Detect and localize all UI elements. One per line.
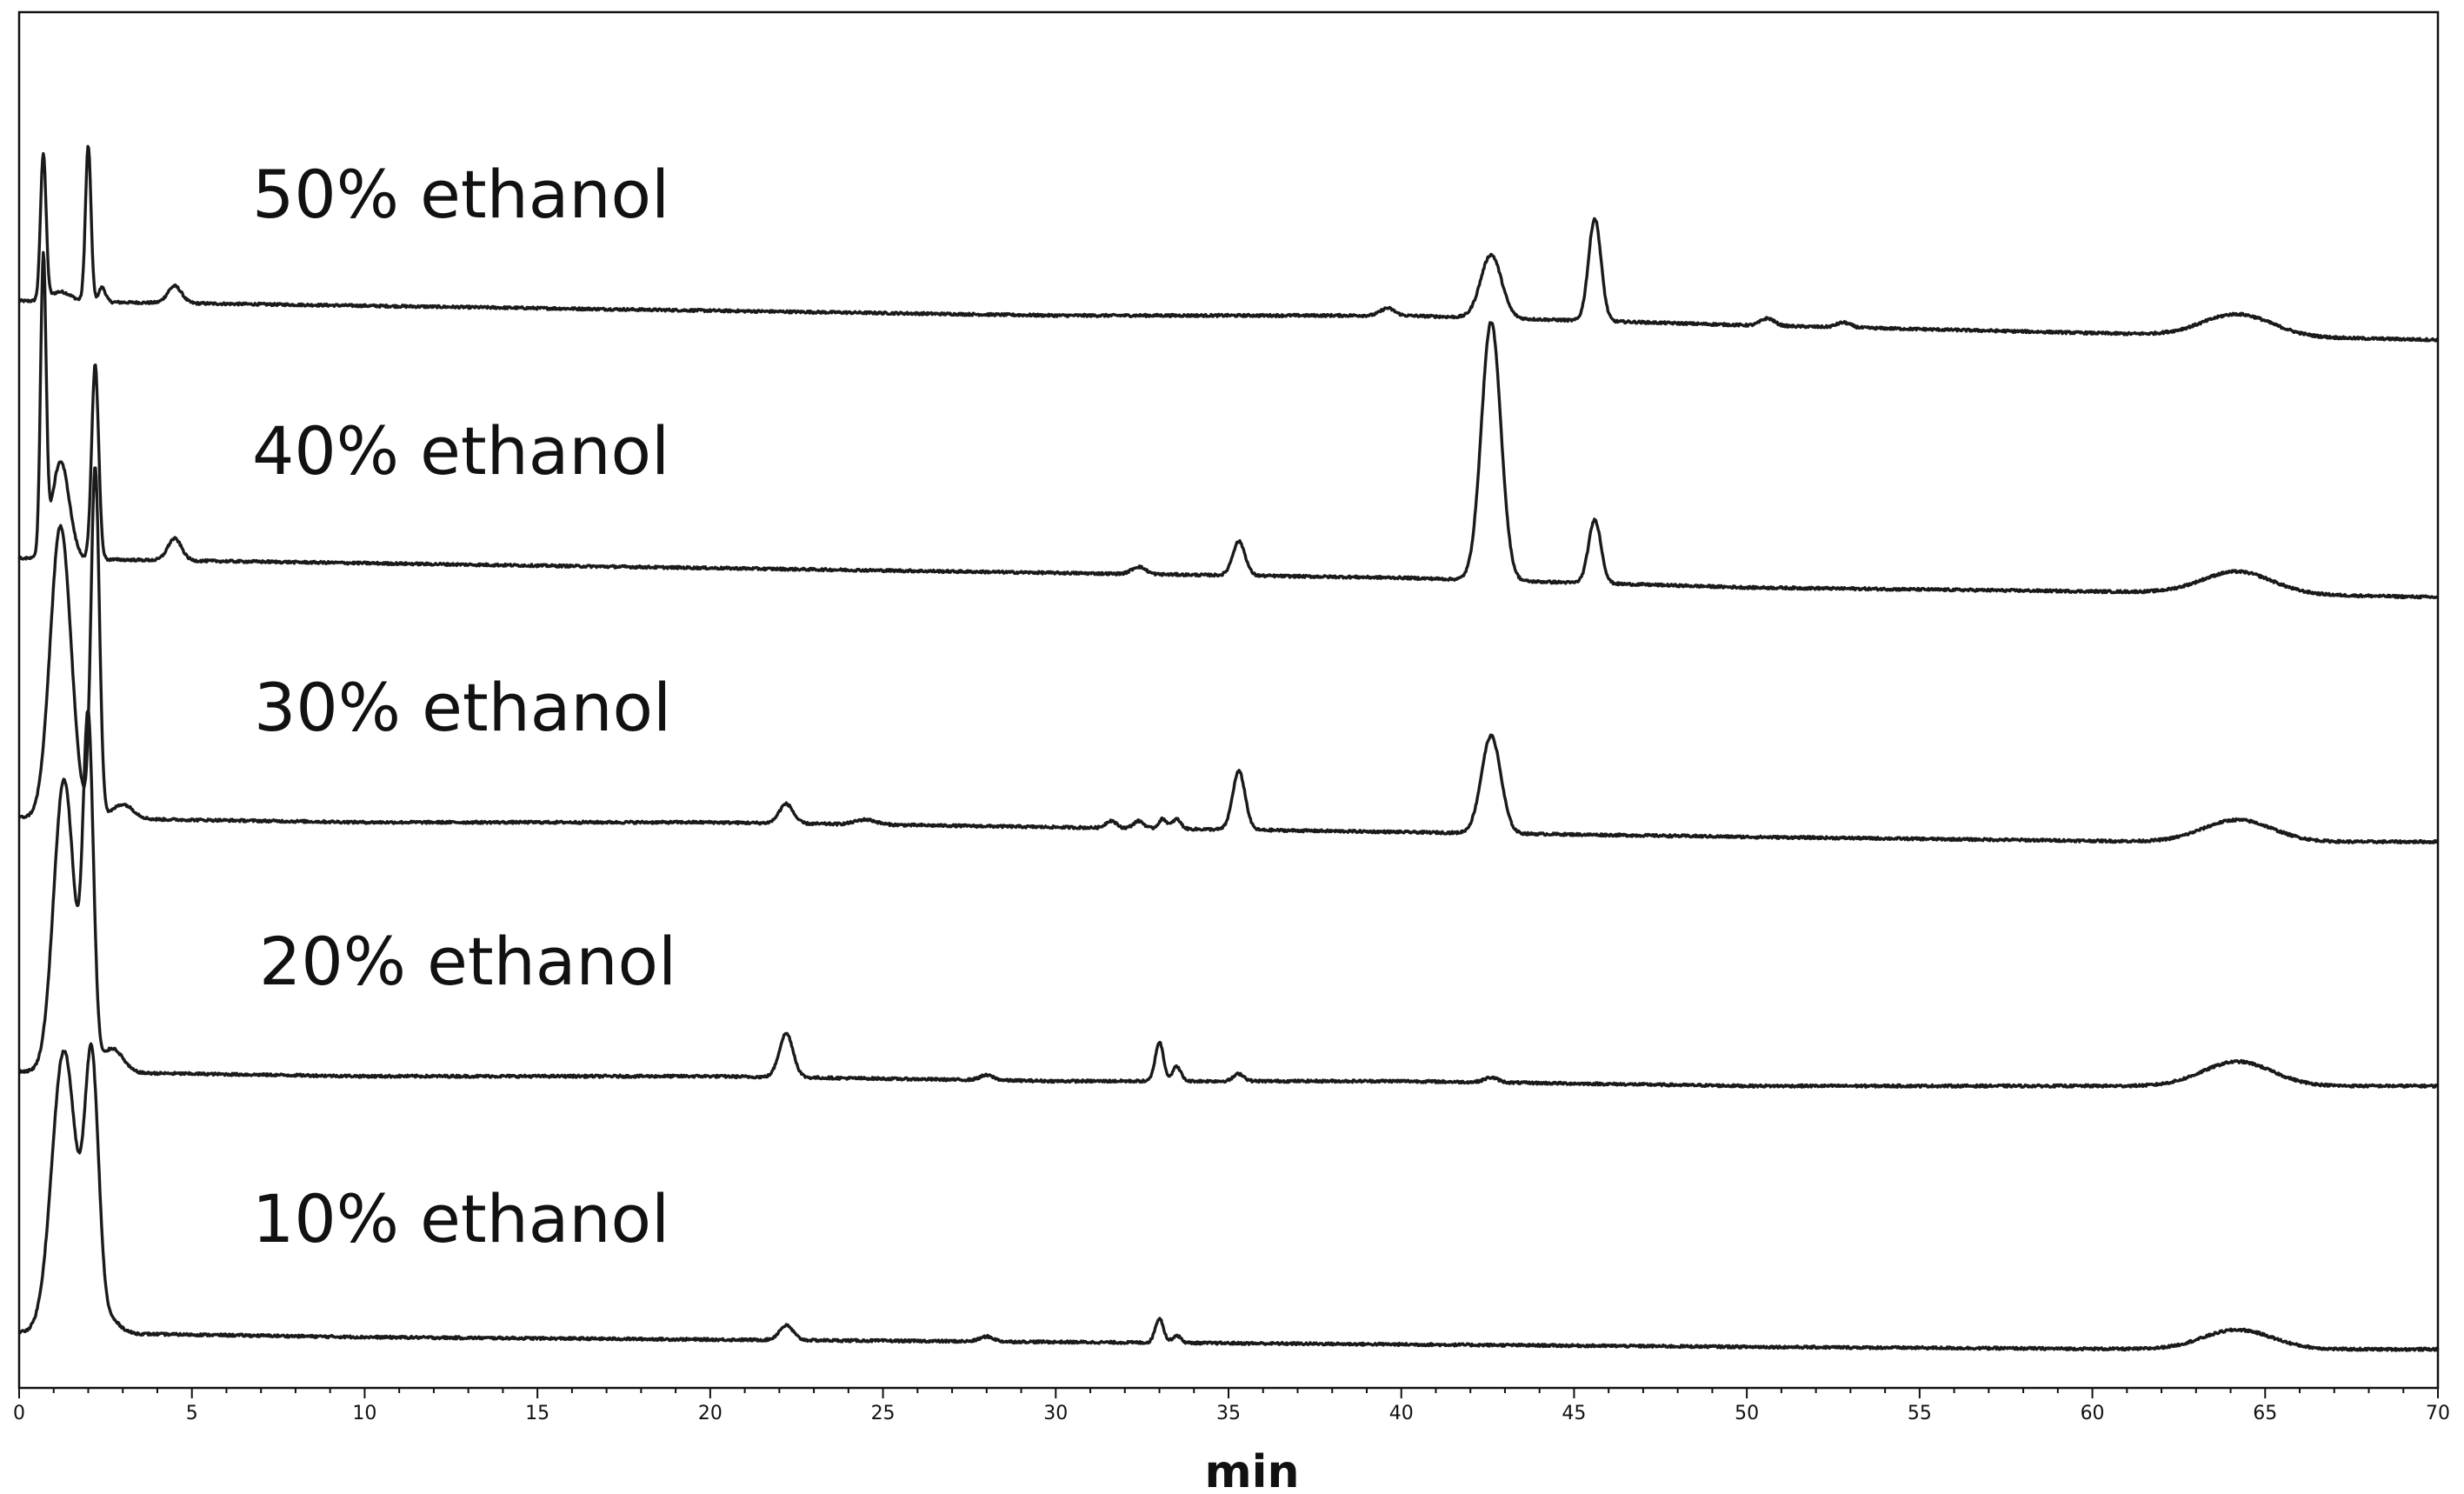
x-tick-label: 35 (1216, 1403, 1241, 1424)
x-tick-label: 65 (2253, 1403, 2277, 1424)
x-tick-label: 55 (1908, 1403, 1932, 1424)
x-tick-label: 60 (2081, 1403, 2105, 1424)
x-tick-label: 25 (871, 1403, 896, 1424)
series-label: 10% ethanol (252, 1180, 669, 1257)
x-tick-label: 40 (1389, 1403, 1414, 1424)
x-tick-label: 45 (1562, 1403, 1586, 1424)
series-label: 40% ethanol (252, 412, 669, 490)
series-labels: 50% ethanol 40% ethanol 30% ethanol 20% eth… (252, 156, 676, 1257)
series-label: 30% ethanol (254, 669, 671, 746)
x-tick-label: 0 (13, 1403, 25, 1424)
series-label: 50% ethanol (252, 156, 669, 233)
series-label: 20% ethanol (259, 923, 676, 1000)
series-line (18, 1042, 2440, 1352)
x-tick-label: 70 (2426, 1403, 2450, 1424)
x-tick-label: 20 (698, 1403, 723, 1424)
x-axis-label: min (1204, 1446, 1299, 1494)
series-line (17, 144, 2440, 343)
chromatogram-traces (17, 144, 2440, 1352)
x-tick-label: 30 (1043, 1403, 1068, 1424)
series-line (18, 710, 2439, 1089)
series-line (17, 466, 2440, 845)
x-axis: 0 5 10 15 20 25 30 35 40 45 50 55 60 65 70 (13, 1388, 2450, 1424)
x-tick-label: 5 (186, 1403, 198, 1424)
x-tick-label: 50 (1735, 1403, 1759, 1424)
x-tick-label: 15 (525, 1403, 549, 1424)
series-line (17, 250, 2440, 600)
x-tick-label: 10 (352, 1403, 376, 1424)
